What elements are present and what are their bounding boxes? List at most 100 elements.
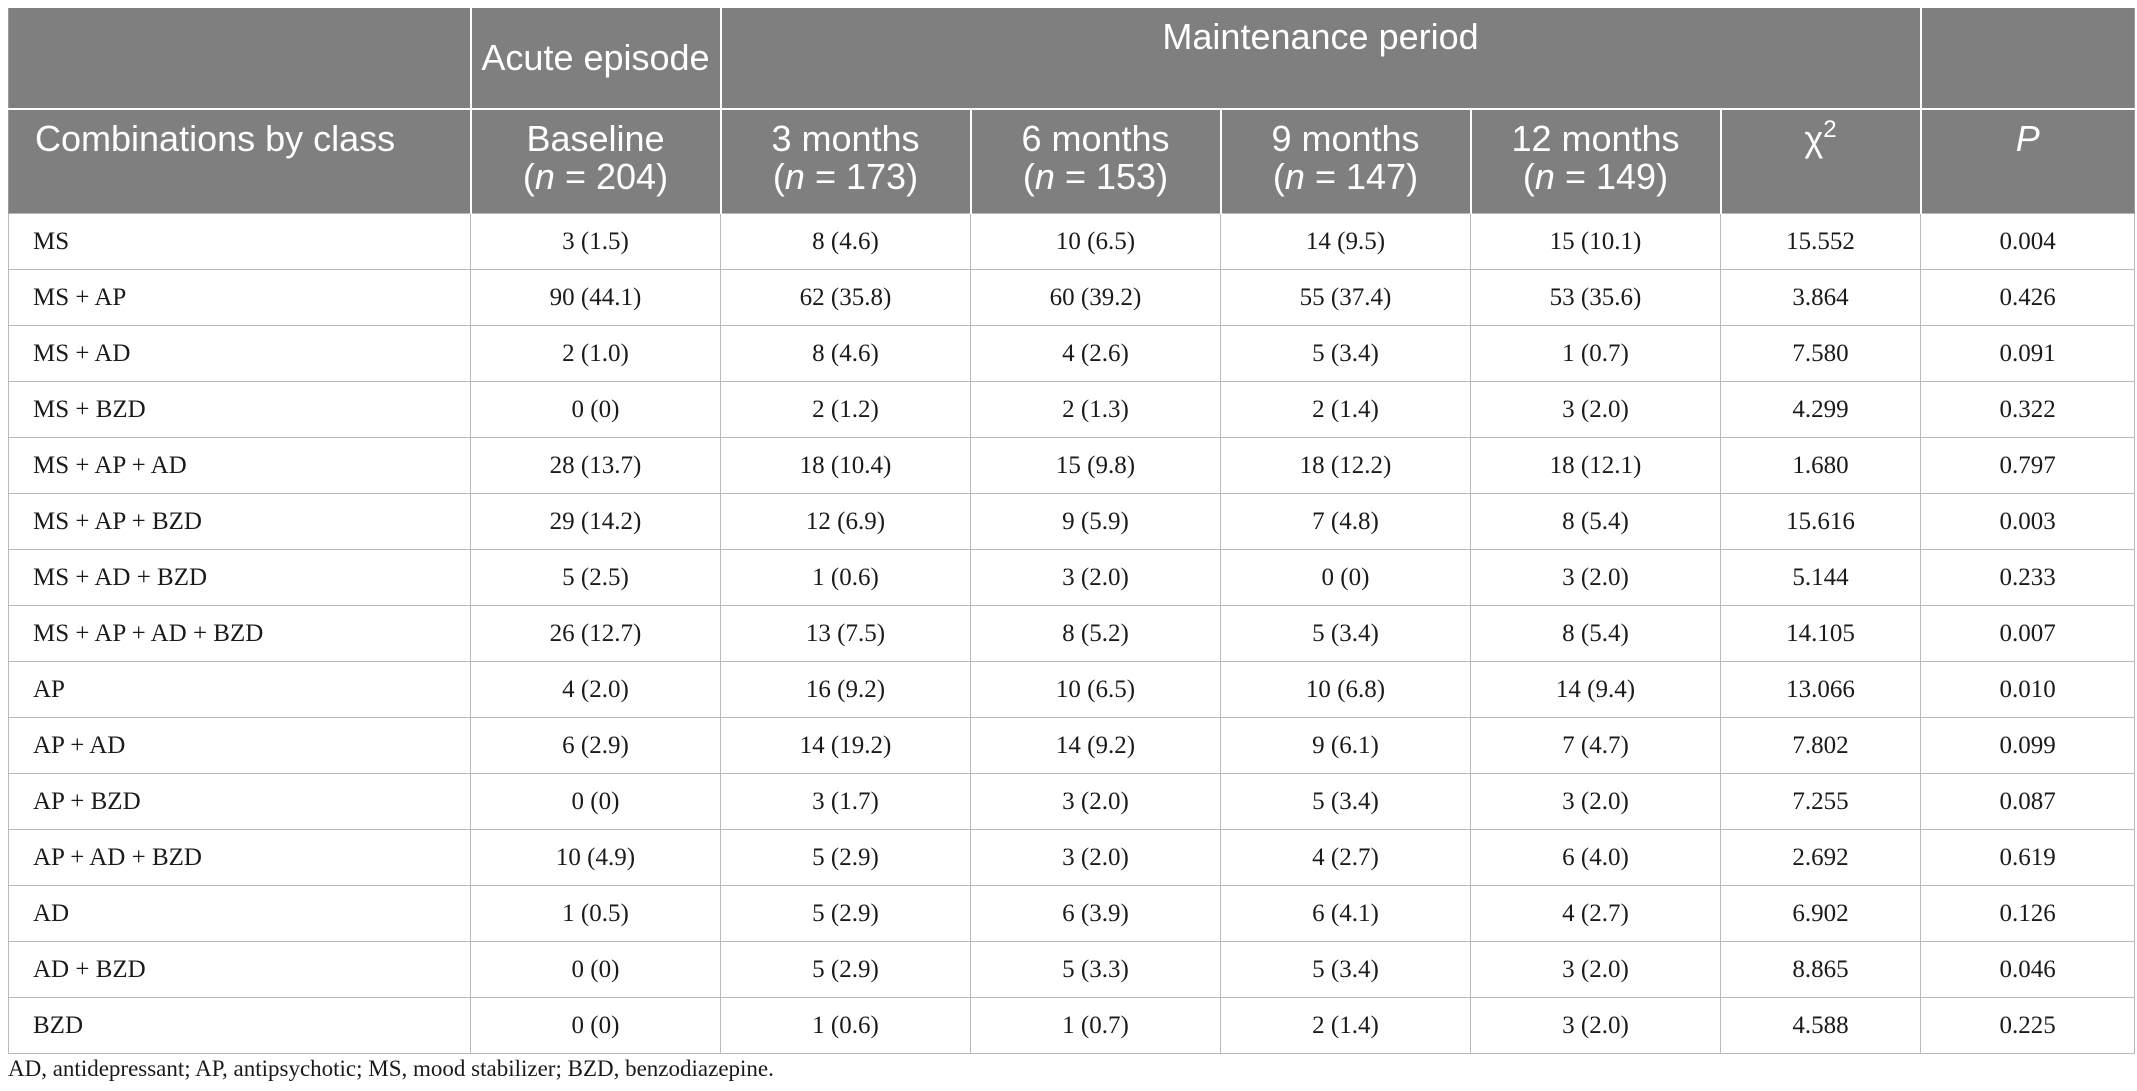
table-cell: 0.004 xyxy=(1920,213,2136,270)
header-column-row: Combinations by class Baseline (n = 204)… xyxy=(8,109,2136,214)
table-cell: 0.099 xyxy=(1920,717,2136,774)
table-cell: 3 (1.7) xyxy=(720,773,971,830)
header-12-months-n: 149 xyxy=(1595,156,1657,197)
table-cell: 3.864 xyxy=(1719,269,1922,326)
table-cell: 5 (3.4) xyxy=(1220,941,1471,998)
table-cell: 7.255 xyxy=(1719,773,1922,830)
table-cell: 2 (1.0) xyxy=(470,325,721,382)
table-cell: 2 (1.3) xyxy=(970,381,1221,438)
table-row: MS + BZD 0 (0) 2 (1.2) 2 (1.3) 2 (1.4) 3 (2.0… xyxy=(8,381,2136,438)
table-cell: 29 (14.2) xyxy=(470,493,721,550)
table-cell: 53 (35.6) xyxy=(1470,269,1721,326)
table-cell: 5 (3.4) xyxy=(1220,773,1471,830)
table-cell: 5 (3.4) xyxy=(1220,325,1471,382)
table-cell: 10 (6.5) xyxy=(970,661,1221,718)
row-label-cell: MS + BZD xyxy=(8,381,471,438)
table-cell: 2 (1.4) xyxy=(1220,997,1471,1054)
table-cell: 7.580 xyxy=(1719,325,1922,382)
table-cell: 6 (2.9) xyxy=(470,717,721,774)
table-cell: 12 (6.9) xyxy=(720,493,971,550)
header-baseline-label: Baseline xyxy=(526,118,665,159)
table-cell: 3 (2.0) xyxy=(970,773,1221,830)
header-3-months: 3 months (n = 173) xyxy=(719,109,972,214)
table-cell: 26 (12.7) xyxy=(470,605,721,662)
row-label-cell: AP xyxy=(8,661,471,718)
table-cell: 8 (5.2) xyxy=(970,605,1221,662)
table-cell: 0.225 xyxy=(1920,997,2136,1054)
table-cell: 5.144 xyxy=(1719,549,1922,606)
table-cell: 1 (0.6) xyxy=(720,549,971,606)
table-row: MS + AP + AD 28 (13.7) 18 (10.4) 15 (9.8) 18… xyxy=(8,437,2136,494)
table-cell: 16 (9.2) xyxy=(720,661,971,718)
table-cell: 18 (12.2) xyxy=(1220,437,1471,494)
table-cell: 10 (4.9) xyxy=(470,829,721,886)
table-cell: 0.046 xyxy=(1920,941,2136,998)
row-label-cell: AP + AD + BZD xyxy=(8,829,471,886)
header-baseline-n: 204 xyxy=(595,156,657,197)
table-row: AP + AD + BZD 10 (4.9) 5 (2.9) 3 (2.0) 4 (2.… xyxy=(8,829,2136,886)
table-cell: 3 (2.0) xyxy=(1470,381,1721,438)
header-3-months-n: 173 xyxy=(845,156,907,197)
table-cell: 5 (2.9) xyxy=(720,941,971,998)
table-cell: 14 (9.5) xyxy=(1220,213,1471,270)
table-cell: 4.299 xyxy=(1719,381,1922,438)
table-cell: 8 (5.4) xyxy=(1470,605,1721,662)
table-cell: 8 (4.6) xyxy=(720,213,971,270)
header-p-label: P xyxy=(2015,118,2040,159)
row-label-cell: MS + AP xyxy=(8,269,471,326)
table-cell: 15 (10.1) xyxy=(1470,213,1721,270)
table-cell: 1 (0.5) xyxy=(470,885,721,942)
table-cell: 0.091 xyxy=(1920,325,2136,382)
table-cell: 0.322 xyxy=(1920,381,2136,438)
table-footnote: AD, antidepressant; AP, antipsychotic; M… xyxy=(8,1056,774,1081)
header-combinations: Combinations by class xyxy=(8,109,472,214)
table-cell: 3 (2.0) xyxy=(1470,941,1721,998)
table-cell: 4 (2.7) xyxy=(1220,829,1471,886)
header-chi-squared: χ2 xyxy=(1719,109,1922,214)
table-cell: 0.003 xyxy=(1920,493,2136,550)
table-cell: 0 (0) xyxy=(470,773,721,830)
header-3-months-label: 3 months xyxy=(771,118,920,159)
row-label-cell: AP + BZD xyxy=(8,773,471,830)
header-9-months-label: 9 months xyxy=(1271,118,1420,159)
table-cell: 0.087 xyxy=(1920,773,2136,830)
table-cell: 90 (44.1) xyxy=(470,269,721,326)
table-cell: 6.902 xyxy=(1719,885,1922,942)
table-cell: 14 (9.2) xyxy=(970,717,1221,774)
table-cell: 55 (37.4) xyxy=(1220,269,1471,326)
table-cell: 62 (35.8) xyxy=(720,269,971,326)
table-cell: 5 (3.3) xyxy=(970,941,1221,998)
table-cell: 3 (2.0) xyxy=(1470,549,1721,606)
table-cell: 9 (6.1) xyxy=(1220,717,1471,774)
table-cell: 0.233 xyxy=(1920,549,2136,606)
table-cell: 14 (9.4) xyxy=(1470,661,1721,718)
table-cell: 10 (6.8) xyxy=(1220,661,1471,718)
table-cell: 15.552 xyxy=(1719,213,1922,270)
row-label-cell: MS + AD xyxy=(8,325,471,382)
table-cell: 1.680 xyxy=(1719,437,1922,494)
table-cell: 28 (13.7) xyxy=(470,437,721,494)
table-row: AP 4 (2.0) 16 (9.2) 10 (6.5) 10 (6.8) 14 (9.4… xyxy=(8,661,2136,718)
header-acute-episode: Acute episode xyxy=(469,8,722,110)
table-cell: 5 (3.4) xyxy=(1220,605,1471,662)
table-cell: 1 (0.7) xyxy=(970,997,1221,1054)
table-cell: 9 (5.9) xyxy=(970,493,1221,550)
table-cell: 0.619 xyxy=(1920,829,2136,886)
table-cell: 2 (1.4) xyxy=(1220,381,1471,438)
header-maintenance-period: Maintenance period xyxy=(719,8,1922,110)
table-cell: 3 (2.0) xyxy=(970,829,1221,886)
row-label-cell: AP + AD xyxy=(8,717,471,774)
table-cell: 0 (0) xyxy=(470,997,721,1054)
table-cell: 0 (0) xyxy=(1220,549,1471,606)
header-6-months-label: 6 months xyxy=(1021,118,1170,159)
table-row: MS + AD + BZD 5 (2.5) 1 (0.6) 3 (2.0) 0 (0) 3… xyxy=(8,549,2136,606)
table-cell: 14.105 xyxy=(1719,605,1922,662)
row-label-cell: AD xyxy=(8,885,471,942)
table-cell: 5 (2.9) xyxy=(720,829,971,886)
table-cell: 60 (39.2) xyxy=(970,269,1221,326)
row-label-cell: BZD xyxy=(8,997,471,1054)
header-empty-cell-right xyxy=(1919,8,2136,110)
table-cell: 8.865 xyxy=(1719,941,1922,998)
header-chi-superscript: 2 xyxy=(1823,116,1837,143)
table-cell: 6 (3.9) xyxy=(970,885,1221,942)
